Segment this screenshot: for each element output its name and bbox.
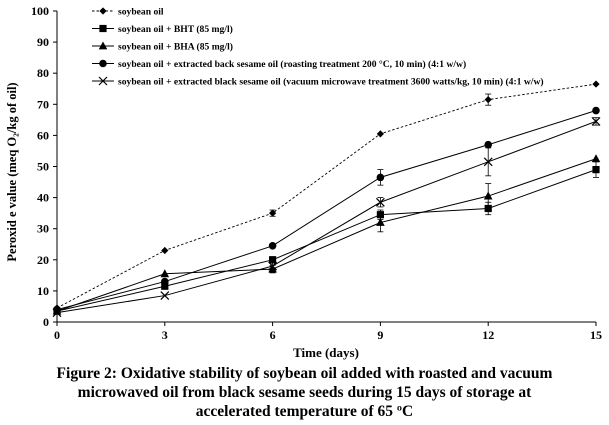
y-tick-label: 70 [37, 97, 49, 111]
legend-label: soybean oil + BHA (85 mg/l) [118, 42, 233, 53]
data-point [161, 277, 169, 286]
y-tick-label: 0 [43, 315, 49, 329]
data-point [161, 246, 169, 255]
legend-label: soybean oil + extracted black sesame oil… [118, 77, 544, 88]
data-point [161, 282, 169, 290]
legend-item-5: soybean oil + extracted black sesame oil… [92, 77, 544, 88]
x-tick-label: 12 [482, 328, 494, 342]
data-point [160, 291, 170, 300]
series-5 [52, 116, 601, 318]
y-tick-label: 50 [37, 160, 49, 174]
series-2 [53, 161, 600, 315]
y-tick-label: 90 [37, 35, 49, 49]
legend-marker [99, 7, 107, 15]
x-tick-label: 6 [270, 328, 276, 342]
caption-line-3: accelerated temperature of 65 ºC [195, 403, 414, 420]
series-group [52, 80, 601, 318]
data-point [484, 96, 492, 104]
data-point [376, 173, 385, 182]
y-tick-label: 10 [37, 284, 49, 298]
y-tick-label: 20 [37, 253, 49, 267]
series-line [56, 120, 597, 314]
x-tick-label: 0 [54, 328, 60, 342]
data-point [269, 209, 277, 217]
x-tick-label: 9 [377, 328, 383, 342]
data-point [269, 256, 277, 264]
data-point [592, 166, 600, 174]
y-tick-label: 100 [31, 4, 49, 18]
data-point [483, 191, 493, 200]
data-point [591, 116, 601, 126]
legend: soybean oil soybean oil + BHT (85 mg/l) so… [92, 7, 544, 88]
y-axis-ticks: 0 10 20 30 40 50 60 70 80 90 100 [31, 4, 57, 329]
legend-label: soybean oil + BHT (85 mg/l) [118, 24, 233, 35]
y-tick-label: 40 [37, 191, 49, 205]
data-point [591, 154, 601, 163]
series-line [56, 110, 597, 311]
x-tick-label: 3 [162, 328, 168, 342]
chart: 0 10 20 30 40 50 60 70 80 90 100 0 3 6 9 12 15 soybean … [5, 4, 602, 360]
data-point [484, 140, 493, 149]
series-1 [53, 80, 600, 312]
data-point [52, 308, 62, 318]
y-tick-label: 30 [37, 222, 49, 236]
legend-label: soybean oil + extracted back sesame oil … [118, 59, 466, 70]
data-point [376, 217, 385, 226]
legend-marker [98, 76, 108, 86]
x-axis-ticks: 0 3 6 9 12 15 [54, 322, 602, 342]
legend-marker [99, 59, 107, 68]
figure-caption: Figure 2: Oxidative stability of soybean… [0, 364, 609, 421]
y-axis-label: Peroxid e value (meq O₂/kg of oil) [5, 82, 19, 261]
caption-line-1: Figure 2: Oxidative stability of soybean… [56, 365, 553, 382]
series-line [56, 158, 597, 312]
legend-item-1: soybean oil [92, 7, 164, 18]
legend-label: soybean oil [118, 7, 164, 18]
data-point [592, 106, 600, 115]
legend-item-3: soybean oil + BHA (85 mg/l) [92, 41, 233, 53]
legend-item-4: soybean oil + extracted back sesame oil … [92, 59, 466, 70]
x-axis-label: Time (days) [293, 345, 359, 360]
data-point [375, 197, 385, 207]
data-point [160, 269, 170, 278]
y-tick-label: 80 [37, 66, 49, 80]
data-point [592, 80, 600, 88]
x-tick-label: 15 [590, 328, 602, 342]
axes [56, 11, 596, 323]
series-4 [53, 106, 600, 314]
legend-marker [98, 41, 108, 50]
series-line [56, 169, 597, 312]
legend-item-2: soybean oil + BHT (85 mg/l) [92, 24, 233, 35]
data-point [483, 157, 493, 167]
data-point [268, 261, 278, 271]
data-point [268, 242, 277, 250]
legend-marker [99, 24, 107, 33]
data-point [376, 130, 384, 138]
y-tick-label: 60 [37, 128, 49, 142]
caption-line-2: microwaved oil from black sesame seeds d… [77, 384, 532, 401]
series-line [56, 83, 597, 309]
